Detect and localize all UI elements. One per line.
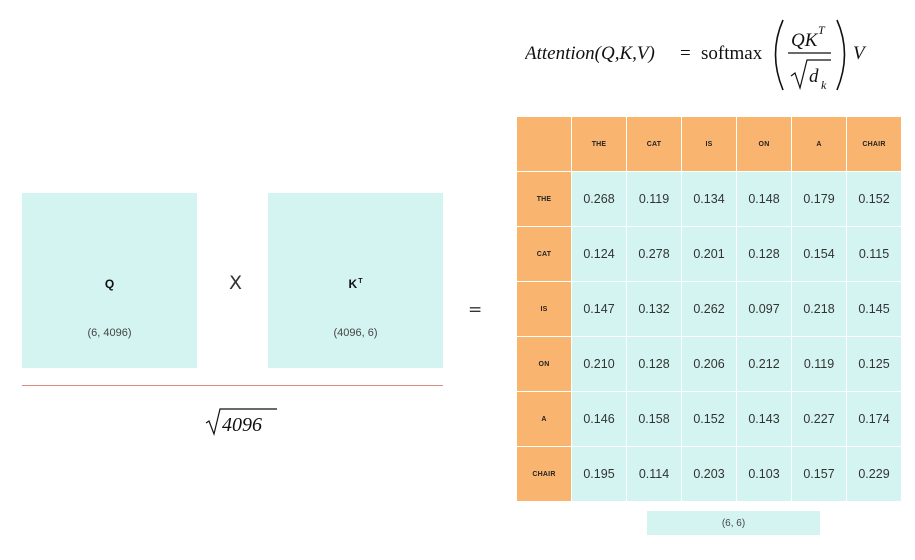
division-line: [22, 385, 443, 386]
column-header: A: [792, 117, 846, 171]
attention-formula: Attention(Q,K,V) = softmax QK T d k V: [525, 12, 885, 98]
column-header: IS: [682, 117, 736, 171]
attention-score-cell: 0.119: [792, 337, 846, 391]
key-matrix-shape: (4096, 6): [333, 327, 378, 339]
query-matrix-label: Q: [104, 277, 115, 291]
attention-score-cell: 0.148: [737, 172, 791, 226]
row-header: A: [517, 392, 571, 446]
left-paren: [774, 19, 784, 91]
equals-operator: =: [468, 300, 483, 320]
row-header: CHAIR: [517, 447, 571, 501]
attention-score-cell: 0.206: [682, 337, 736, 391]
attention-score-cell: 0.195: [572, 447, 626, 501]
attention-score-cell: 0.154: [792, 227, 846, 281]
row-header: CAT: [517, 227, 571, 281]
attention-score-cell: 0.210: [572, 337, 626, 391]
key-transpose-matrix: KT (4096, 6): [268, 193, 443, 368]
column-header: CHAIR: [847, 117, 901, 171]
attention-score-cell: 0.212: [737, 337, 791, 391]
column-header: ON: [737, 117, 791, 171]
attention-score-cell: 0.124: [572, 227, 626, 281]
attention-score-cell: 0.147: [572, 282, 626, 336]
attention-score-cell: 0.128: [737, 227, 791, 281]
sqrt-value: 4096: [222, 414, 262, 436]
formula-numerator-sup: T: [818, 23, 826, 37]
scale-sqrt: 4096: [205, 405, 285, 442]
attention-table-shape: (6, 6): [647, 511, 820, 535]
attention-score-cell: 0.146: [572, 392, 626, 446]
attention-score-cell: 0.158: [627, 392, 681, 446]
attention-score-cell: 0.143: [737, 392, 791, 446]
attention-score-cell: 0.268: [572, 172, 626, 226]
attention-score-cell: 0.128: [627, 337, 681, 391]
formula-tail: V: [853, 43, 867, 64]
attention-score-cell: 0.115: [847, 227, 901, 281]
column-header: CAT: [627, 117, 681, 171]
formula-softmax: softmax: [701, 43, 763, 64]
right-paren: [836, 19, 846, 91]
attention-score-cell: 0.114: [627, 447, 681, 501]
attention-score-cell: 0.132: [627, 282, 681, 336]
key-matrix-transpose-sup: T: [358, 278, 363, 285]
query-matrix: Q (6, 4096): [22, 193, 197, 368]
attention-score-cell: 0.201: [682, 227, 736, 281]
attention-score-cell: 0.097: [737, 282, 791, 336]
attention-score-cell: 0.218: [792, 282, 846, 336]
attention-score-cell: 0.174: [847, 392, 901, 446]
attention-score-cell: 0.145: [847, 282, 901, 336]
attention-score-cell: 0.203: [682, 447, 736, 501]
attention-score-cell: 0.103: [737, 447, 791, 501]
attention-score-cell: 0.227: [792, 392, 846, 446]
attention-score-cell: 0.134: [682, 172, 736, 226]
formula-equals: =: [680, 43, 691, 64]
attention-score-cell: 0.229: [847, 447, 901, 501]
formula-lhs: Attention(Q,K,V): [525, 43, 655, 64]
attention-score-cell: 0.157: [792, 447, 846, 501]
query-matrix-shape: (6, 4096): [87, 327, 132, 339]
row-header: IS: [517, 282, 571, 336]
attention-score-cell: 0.152: [682, 392, 736, 446]
attention-score-table: THE CAT IS ON A CHAIR THE 0.268 0.119 0.134 0.148 0…: [517, 117, 901, 501]
attention-score-cell: 0.152: [847, 172, 901, 226]
row-header: THE: [517, 172, 571, 226]
attention-score-cell: 0.262: [682, 282, 736, 336]
sqrt-sign: [205, 408, 277, 437]
table-corner: [517, 117, 571, 171]
formula-denominator: d: [809, 66, 819, 87]
row-header: ON: [517, 337, 571, 391]
formula-numerator: QK: [791, 30, 819, 51]
attention-score-cell: 0.119: [627, 172, 681, 226]
formula-denominator-sub: k: [821, 78, 827, 92]
multiply-operator: X: [229, 272, 243, 294]
formula-sqrt-sign: [790, 59, 831, 91]
attention-score-cell: 0.125: [847, 337, 901, 391]
column-header: THE: [572, 117, 626, 171]
key-matrix-label: KT: [348, 277, 363, 291]
attention-score-cell: 0.179: [792, 172, 846, 226]
attention-score-cell: 0.278: [627, 227, 681, 281]
